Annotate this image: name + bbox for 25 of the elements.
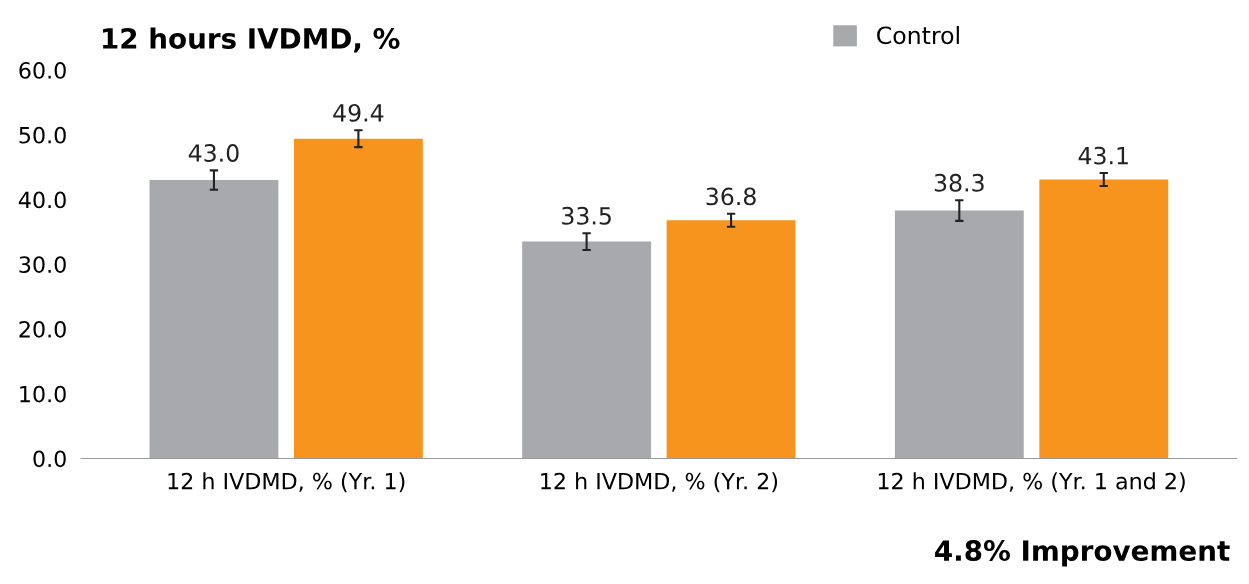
y-tick-label: 20.0 [19, 320, 66, 338]
bar [666, 220, 796, 459]
x-tick-label: 12 h IVDMD, % (Yr. 1 and 2) [878, 472, 1185, 493]
bar [522, 241, 652, 459]
legend-label: Control [877, 25, 959, 45]
data-label: 43.0 [188, 144, 239, 162]
text: 4.8% Improvement [935, 540, 1230, 567]
data-label: 33.5 [562, 206, 611, 225]
data-label: 36.8 [706, 187, 756, 206]
data-label: 49.4 [333, 103, 384, 122]
bar [894, 210, 1024, 459]
x-tick-label: 12 h IVDMD, % (Yr. 2) [541, 472, 778, 493]
data-label: 43.1 [1078, 146, 1128, 165]
y-tick-label: 40.0 [18, 191, 66, 209]
x-tick-label: 12 h IVDMD, % (Yr. 1) [168, 472, 405, 493]
y-tick-label: 0.0 [33, 450, 66, 468]
bar [1039, 179, 1169, 459]
y-tick-label: 30.0 [19, 256, 66, 274]
y-tick-label: 10.0 [20, 385, 66, 403]
chart-title: 12 hours IVDMD, % [103, 27, 400, 53]
bar [149, 180, 279, 459]
data-label: 38.3 [934, 173, 984, 192]
y-tick-label: 60.0 [19, 62, 66, 79]
bar [293, 138, 423, 459]
y-tick-label: 50.0 [19, 126, 66, 144]
